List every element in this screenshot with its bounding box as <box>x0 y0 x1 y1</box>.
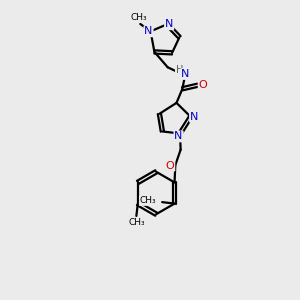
Text: O: O <box>166 160 174 171</box>
Text: N: N <box>190 112 198 122</box>
Text: CH₃: CH₃ <box>140 196 156 205</box>
Text: N: N <box>181 69 190 79</box>
Text: N: N <box>165 19 173 29</box>
Text: O: O <box>199 80 207 90</box>
Text: CH₃: CH₃ <box>128 218 145 227</box>
Text: CH₃: CH₃ <box>130 13 147 22</box>
Text: N: N <box>144 26 153 36</box>
Text: N: N <box>174 131 183 142</box>
Text: H: H <box>176 64 183 75</box>
